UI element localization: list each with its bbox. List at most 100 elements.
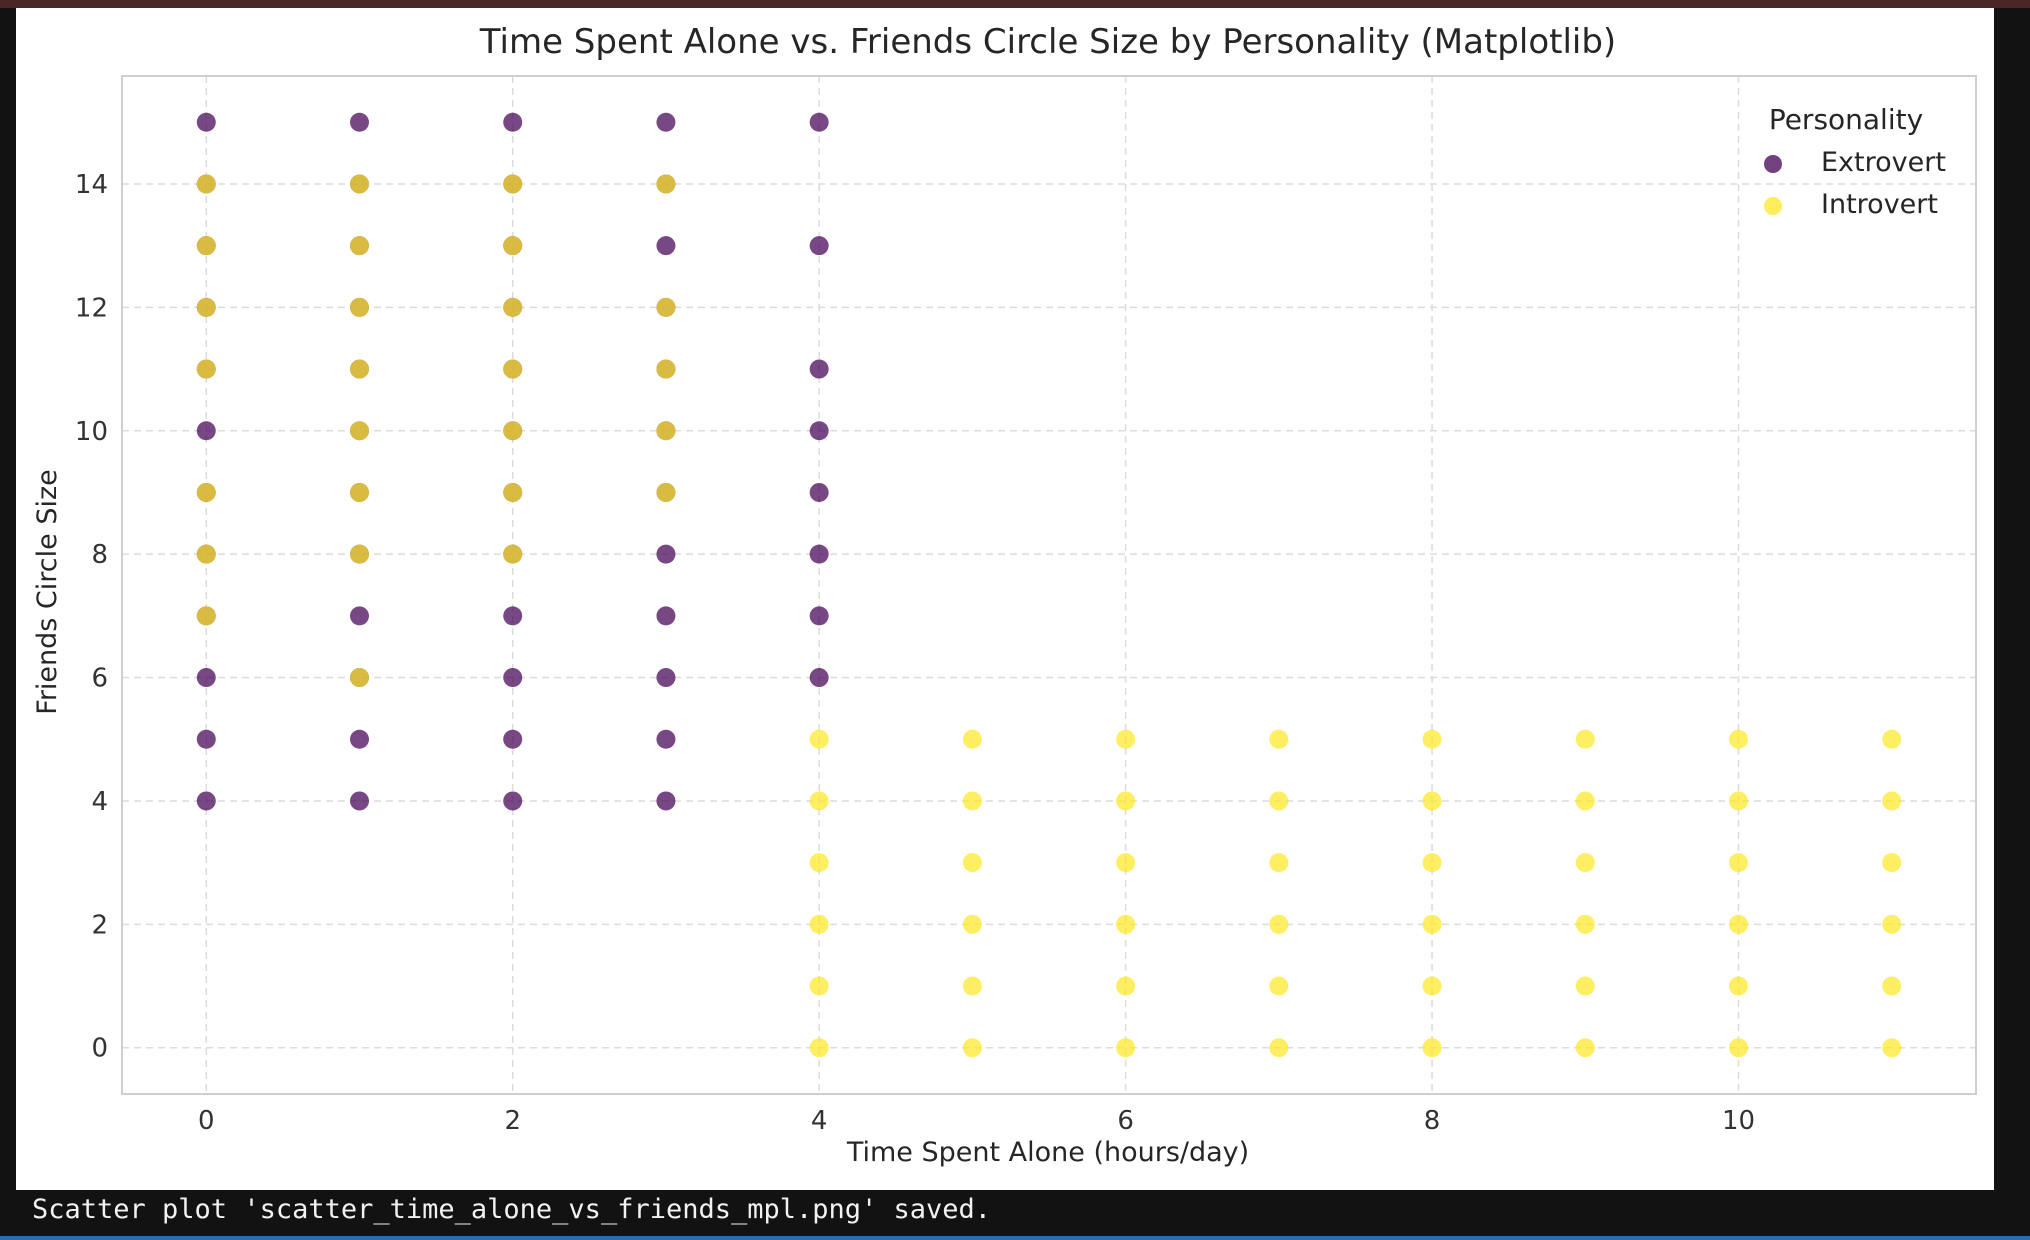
- data-point: [962, 791, 982, 811]
- plot-frame: [121, 75, 1977, 1095]
- data-point: [1422, 976, 1442, 996]
- data-point: [1269, 791, 1289, 811]
- y-tick-label: 8: [91, 540, 108, 570]
- y-tick-label: 0: [91, 1034, 108, 1064]
- data-point: [503, 544, 523, 564]
- data-point: [1882, 1038, 1902, 1058]
- data-point: [1882, 729, 1902, 749]
- x-tick-label: 2: [504, 1106, 521, 1136]
- data-point: [1422, 1038, 1442, 1058]
- data-point: [196, 729, 216, 749]
- data-point: [1575, 1038, 1595, 1058]
- data-point: [1575, 853, 1595, 873]
- data-point: [656, 421, 676, 441]
- data-point: [196, 606, 216, 626]
- data-point: [1729, 914, 1749, 934]
- data-point: [809, 359, 829, 379]
- y-tick-label: 14: [75, 170, 108, 200]
- data-point: [1575, 791, 1595, 811]
- data-point: [809, 236, 829, 256]
- data-point: [1116, 729, 1136, 749]
- data-point: [809, 853, 829, 873]
- legend-label-extrovert: Extrovert: [1821, 147, 1946, 178]
- data-point: [503, 606, 523, 626]
- data-point: [1729, 853, 1749, 873]
- data-point: [349, 174, 369, 194]
- data-point: [1729, 976, 1749, 996]
- data-point: [809, 421, 829, 441]
- data-point: [503, 297, 523, 317]
- data-point: [349, 791, 369, 811]
- data-point: [1269, 1038, 1289, 1058]
- y-axis-label: Friends Circle Size: [32, 469, 63, 715]
- data-points: [196, 112, 1902, 1058]
- data-point: [1422, 914, 1442, 934]
- data-point: [809, 729, 829, 749]
- data-point: [656, 729, 676, 749]
- x-tick-label: 6: [1117, 1106, 1134, 1136]
- data-point: [196, 421, 216, 441]
- data-point: [349, 297, 369, 317]
- legend-marker-introvert: [1764, 197, 1782, 215]
- data-point: [503, 729, 523, 749]
- data-point: [1729, 1038, 1749, 1058]
- data-point: [503, 421, 523, 441]
- y-tick-label: 6: [91, 664, 108, 694]
- y-tick-label: 10: [75, 417, 108, 447]
- data-point: [503, 174, 523, 194]
- data-point: [1729, 791, 1749, 811]
- legend: Personality Extrovert Introvert: [1764, 103, 1946, 220]
- data-point: [349, 544, 369, 564]
- data-point: [349, 668, 369, 688]
- data-point: [809, 606, 829, 626]
- data-point: [962, 914, 982, 934]
- y-tick-label: 4: [91, 787, 108, 817]
- x-tick-label: 10: [1722, 1106, 1755, 1136]
- data-point: [962, 1038, 982, 1058]
- data-point: [656, 359, 676, 379]
- data-point: [962, 853, 982, 873]
- data-point: [809, 112, 829, 132]
- data-point: [1422, 791, 1442, 811]
- data-point: [196, 791, 216, 811]
- data-point: [503, 668, 523, 688]
- console-bottom-border: [0, 1236, 2030, 1240]
- data-point: [349, 236, 369, 256]
- data-point: [1422, 729, 1442, 749]
- window-top-bar: [0, 0, 2030, 8]
- data-point: [196, 297, 216, 317]
- data-point: [809, 791, 829, 811]
- data-point: [1116, 1038, 1136, 1058]
- data-point: [196, 174, 216, 194]
- data-point: [503, 359, 523, 379]
- data-point: [196, 359, 216, 379]
- x-tick-label: 4: [811, 1106, 828, 1136]
- data-point: [349, 421, 369, 441]
- data-point: [503, 112, 523, 132]
- grid-lines: [122, 76, 1976, 1094]
- data-point: [196, 112, 216, 132]
- data-point: [503, 791, 523, 811]
- console-output-line: Scatter plot 'scatter_time_alone_vs_frie…: [32, 1194, 992, 1225]
- data-point: [1116, 914, 1136, 934]
- chart-output-area: 0 2 4 6 8 10 0 2 4 6 8 10 12 14 Time Spent Alone vs. …: [16, 8, 1994, 1190]
- data-point: [1575, 914, 1595, 934]
- data-point: [656, 791, 676, 811]
- data-point: [1882, 976, 1902, 996]
- data-point: [1269, 853, 1289, 873]
- data-point: [1269, 914, 1289, 934]
- data-point: [1116, 976, 1136, 996]
- data-point: [1269, 729, 1289, 749]
- data-point: [656, 236, 676, 256]
- legend-marker-extrovert: [1764, 155, 1782, 173]
- data-point: [196, 482, 216, 502]
- data-point: [349, 606, 369, 626]
- data-point: [349, 729, 369, 749]
- data-point: [1882, 914, 1902, 934]
- data-point: [349, 482, 369, 502]
- x-tick-label: 8: [1424, 1106, 1441, 1136]
- data-point: [196, 544, 216, 564]
- data-point: [962, 729, 982, 749]
- data-point: [809, 914, 829, 934]
- data-point: [656, 482, 676, 502]
